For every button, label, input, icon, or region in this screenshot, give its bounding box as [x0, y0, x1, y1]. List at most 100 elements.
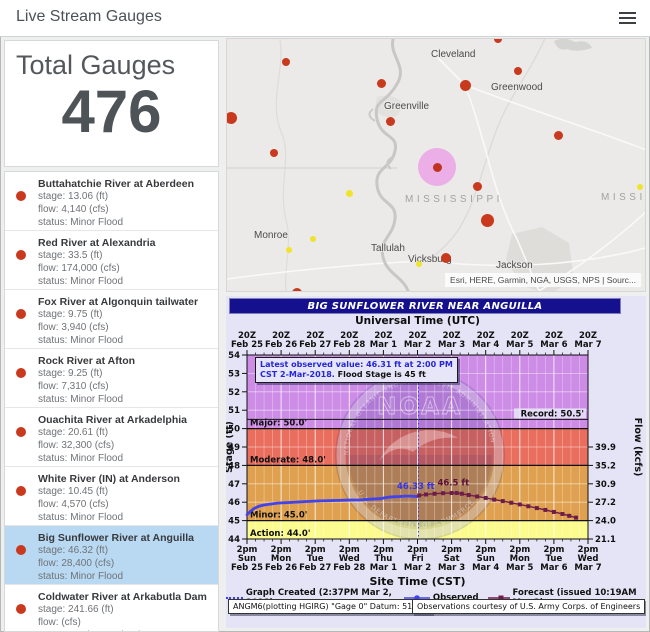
svg-text:Mar 7: Mar 7 — [574, 563, 601, 573]
svg-text:Feb 25: Feb 25 — [231, 340, 263, 350]
app-header: Live Stream Gauges — [0, 0, 650, 37]
svg-text:Mon: Mon — [271, 554, 291, 564]
svg-text:39.9: 39.9 — [595, 443, 616, 453]
selected-gauge-marker[interactable] — [432, 162, 442, 172]
gauge-marker[interactable] — [376, 78, 386, 88]
gauge-list-item[interactable]: Red River at Alexandria stage: 33.5 (ft)… — [5, 231, 218, 290]
gauge-marker[interactable] — [441, 253, 451, 263]
svg-text:20Z: 20Z — [443, 331, 461, 341]
svg-text:Mar 3: Mar 3 — [438, 340, 465, 350]
stage-line: stage: 241.66 (ft) — [38, 604, 114, 615]
stage-line: stage: 9.25 (ft) — [38, 368, 103, 379]
gauge-marker[interactable] — [459, 79, 471, 91]
svg-text:20Z: 20Z — [340, 331, 358, 341]
status-line: status: Moderate Flood — [38, 630, 218, 631]
gauge-status-dot-icon — [16, 545, 26, 555]
svg-text:20Z: 20Z — [579, 331, 597, 341]
svg-text:Wed: Wed — [339, 554, 360, 564]
gauge-list-item[interactable]: Rock River at Afton stage: 9.25 (ft) flo… — [5, 349, 218, 408]
svg-text:Mar 2: Mar 2 — [404, 563, 431, 573]
river-name: White River (IN) at Anderson — [38, 473, 180, 485]
gauge-marker[interactable] — [292, 288, 302, 291]
map-panel[interactable]: Esri, HERE, Garmin, NGA, USGS, NPS | Sou… — [226, 38, 646, 292]
hydrograph-title: BIG SUNFLOWER RIVER NEAR ANGUILLA — [229, 298, 621, 314]
flow-line: flow: 28,400 (cfs) — [38, 557, 115, 569]
menu-icon[interactable] — [619, 12, 636, 24]
svg-text:21.1: 21.1 — [595, 535, 616, 545]
svg-text:Mar 1: Mar 1 — [370, 563, 397, 573]
gauge-marker[interactable] — [637, 184, 643, 190]
page-title: Live Stream Gauges — [16, 8, 162, 25]
state-label: MISSISSIPPI — [601, 192, 646, 203]
svg-text:2pm: 2pm — [475, 545, 496, 555]
gauge-marker[interactable] — [472, 181, 482, 191]
gauge-marker[interactable] — [416, 261, 422, 267]
gauge-marker[interactable] — [494, 39, 502, 43]
status-line: status: Minor Flood — [38, 452, 124, 464]
gauge-list-item[interactable]: Fox River at Algonquin tailwater stage: … — [5, 290, 218, 349]
flow-line: flow: 174,000 (cfs) — [38, 262, 120, 274]
svg-text:Wed: Wed — [578, 554, 599, 564]
map-city-label: Greenville — [384, 101, 430, 112]
flow-line: flow: (cfs) — [38, 616, 81, 628]
gauge-marker[interactable] — [553, 130, 563, 140]
river-name: Rock River at Afton — [38, 355, 136, 367]
gauge-marker[interactable] — [480, 213, 494, 227]
svg-text:20Z: 20Z — [511, 331, 529, 341]
svg-text:Mar 1: Mar 1 — [370, 340, 397, 350]
gauge-marker[interactable] — [345, 189, 353, 197]
svg-text:2pm: 2pm — [373, 545, 394, 555]
total-gauges-card: Total Gauges 476 — [4, 40, 219, 167]
svg-text:Fri: Fri — [411, 554, 423, 564]
gauge-status-dot-icon — [16, 427, 26, 437]
svg-text:2pm: 2pm — [407, 545, 428, 555]
svg-text:51: 51 — [228, 406, 240, 416]
status-line: status: Minor Flood — [38, 511, 124, 523]
river-name: Big Sunflower River at Anguilla — [38, 532, 194, 544]
gauge-marker[interactable] — [270, 149, 278, 157]
right-axis-title: Flow (kcfs) — [632, 418, 643, 477]
gauge-list-item[interactable]: Ouachita River at Arkadelphia stage: 20.… — [5, 408, 218, 467]
gauge-marker[interactable] — [385, 116, 395, 126]
gauge-list-item-selected[interactable]: Big Sunflower River at Anguilla stage: 4… — [5, 526, 218, 585]
svg-text:2pm: 2pm — [441, 545, 462, 555]
map-city-label: Monroe — [254, 230, 288, 241]
gauge-list-item[interactable]: Buttahatchie River at Aberdeen stage: 13… — [5, 172, 218, 231]
top-axis-title: Universal Time (UTC) — [355, 315, 480, 327]
gauge-marker[interactable] — [310, 236, 316, 242]
svg-text:20Z: 20Z — [306, 331, 324, 341]
gauge-list-item[interactable]: Coldwater River at Arkabutla Dam stage: … — [5, 585, 218, 631]
gauge-marker[interactable] — [282, 58, 290, 66]
flow-line: flow: 32,300 (cfs) — [38, 439, 115, 451]
stage-line: stage: 33.5 (ft) — [38, 250, 103, 261]
svg-text:Feb 25: Feb 25 — [231, 563, 263, 573]
gauge-marker[interactable] — [227, 112, 237, 124]
stage-line: stage: 20.61 (ft) — [38, 427, 109, 438]
gauge-status-dot-icon — [16, 191, 26, 201]
svg-text:Mar 2: Mar 2 — [404, 340, 431, 350]
flow-line: flow: 4,570 (cfs) — [38, 498, 109, 510]
gauge-marker[interactable] — [514, 67, 522, 75]
svg-text:Tue: Tue — [307, 554, 324, 564]
svg-text:Mar 6: Mar 6 — [540, 340, 567, 350]
gauge-marker[interactable] — [286, 247, 292, 253]
annotation-line1: Latest observed value: 46.31 ft at 2:00 … — [260, 360, 453, 369]
svg-text:2pm: 2pm — [578, 545, 599, 555]
svg-text:Feb 27: Feb 27 — [299, 340, 331, 350]
river-name: Coldwater River at Arkabutla Dam — [38, 591, 207, 603]
annotation-line2-floodstage: Flood Stage is 45 ft — [334, 370, 426, 379]
graph-created-swatch-icon — [226, 597, 243, 599]
svg-text:Sun: Sun — [477, 554, 495, 564]
gauge-list-item[interactable]: White River (IN) at Anderson stage: 10.4… — [5, 467, 218, 526]
svg-text:Feb 28: Feb 28 — [333, 340, 365, 350]
gauge-list-panel[interactable]: Buttahatchie River at Aberdeen stage: 13… — [4, 171, 219, 632]
svg-text:54: 54 — [228, 351, 240, 361]
river-name: Buttahatchie River at Aberdeen — [38, 178, 194, 190]
status-line: status: Minor Flood — [38, 216, 124, 228]
stage-line: stage: 13.06 (ft) — [38, 191, 109, 202]
svg-text:Mon: Mon — [510, 554, 530, 564]
noaa-watermark: NATIONAL OCEANIC AND ATMOSPHERIC ADMINIS… — [335, 370, 505, 539]
state-label: MISSISSIPPI — [405, 194, 503, 205]
svg-text:27.2: 27.2 — [595, 498, 616, 508]
